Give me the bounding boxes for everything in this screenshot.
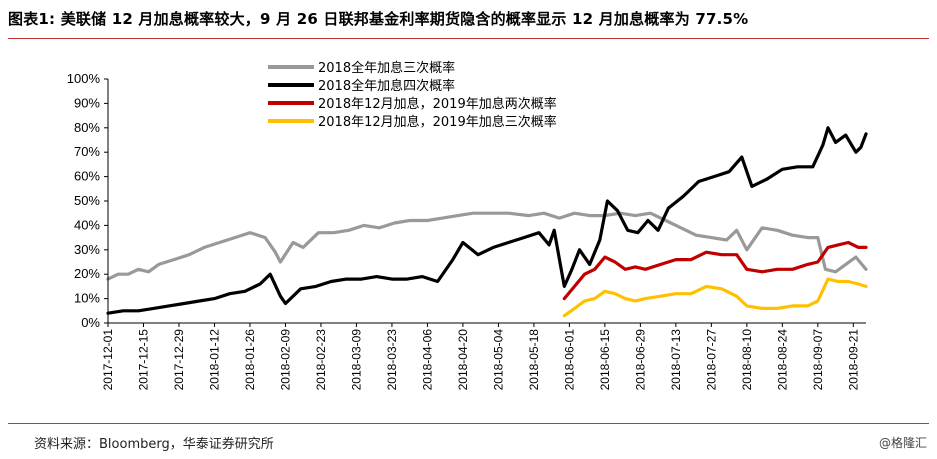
x-tick-label: 2017-12-01: [101, 329, 115, 391]
x-tick-label: 2018-05-04: [491, 329, 505, 391]
figure-caption: 美联储 12 月加息概率较大，9 月 26 日联邦基金利率期货隐含的概率显示 1…: [60, 10, 749, 28]
y-tick-label: 30%: [74, 242, 100, 257]
x-tick-label: 2018-06-15: [598, 329, 612, 391]
y-tick-label: 100%: [67, 71, 101, 86]
x-tick-label: 2018-02-23: [314, 329, 328, 391]
y-tick-label: 90%: [74, 95, 100, 110]
x-tick-label: 2018-02-09: [278, 329, 292, 391]
x-tick-label: 2018-07-27: [704, 329, 718, 391]
x-tick-label: 2018-01-26: [243, 329, 257, 391]
y-tick-label: 50%: [74, 193, 100, 208]
x-tick-label: 2018-04-06: [420, 329, 434, 391]
y-tick-label: 20%: [74, 266, 100, 281]
x-tick-label: 2018-08-10: [740, 329, 754, 391]
x-tick-label: 2018-08-24: [775, 329, 789, 391]
series-line-3: [562, 240, 868, 301]
y-tick-label: 0%: [81, 315, 100, 330]
x-tick-label: 2017-12-29: [172, 329, 186, 391]
x-tick-label: 2018-07-13: [669, 329, 683, 391]
figure-title: 图表1: 美联储 12 月加息概率较大，9 月 26 日联邦基金利率期货隐含的概…: [8, 8, 929, 29]
x-tick-label: 2018-09-21: [846, 329, 860, 391]
x-tick-label: 2018-06-01: [562, 329, 576, 391]
legend-label-3: 2018年12月加息，2019年加息两次概率: [318, 96, 557, 112]
y-tick-label: 70%: [74, 144, 100, 159]
x-tick-label: 2018-09-07: [811, 329, 825, 391]
y-tick-label: 60%: [74, 169, 100, 184]
legend-label-1: 2018全年加息三次概率: [318, 60, 455, 76]
legend-label-4: 2018年12月加息，2019年加息三次概率: [318, 114, 557, 130]
x-axis-ticks: 2017-12-01 2017-12-15 2017-12-29 2018-01-12…: [101, 323, 860, 390]
y-tick-label: 10%: [74, 291, 100, 306]
x-tick-label: 2018-03-23: [385, 329, 399, 391]
x-tick-label: 2017-12-15: [136, 329, 150, 391]
series-lines: [106, 126, 868, 318]
legend-label-2: 2018全年加息四次概率: [318, 78, 455, 94]
x-tick-label: 2018-04-20: [456, 329, 470, 391]
watermark: @格隆汇: [878, 436, 927, 450]
y-axis-ticks: 100% 90% 80% 70% 60% 50% 40% 30% 20% 10% 0%: [67, 71, 108, 330]
chart-legend: 2018全年加息三次概率 2018全年加息四次概率 2018年12月加息，2019年…: [268, 60, 557, 130]
series-line-4: [562, 277, 868, 318]
x-tick-label: 2018-06-29: [633, 329, 647, 391]
x-tick-label: 2018-03-09: [349, 329, 363, 391]
y-tick-label: 80%: [74, 120, 100, 135]
series-line-2: [106, 126, 868, 315]
figure-label: 图表1:: [8, 10, 56, 28]
title-divider: [8, 38, 929, 39]
y-tick-label: 40%: [74, 217, 100, 232]
footer-divider: [8, 423, 929, 424]
source-note: 资料来源：Bloomberg，华泰证券研究所: [34, 437, 274, 452]
x-tick-label: 2018-05-18: [527, 329, 541, 391]
x-tick-label: 2018-01-12: [207, 329, 221, 391]
series-line-1: [106, 211, 868, 281]
